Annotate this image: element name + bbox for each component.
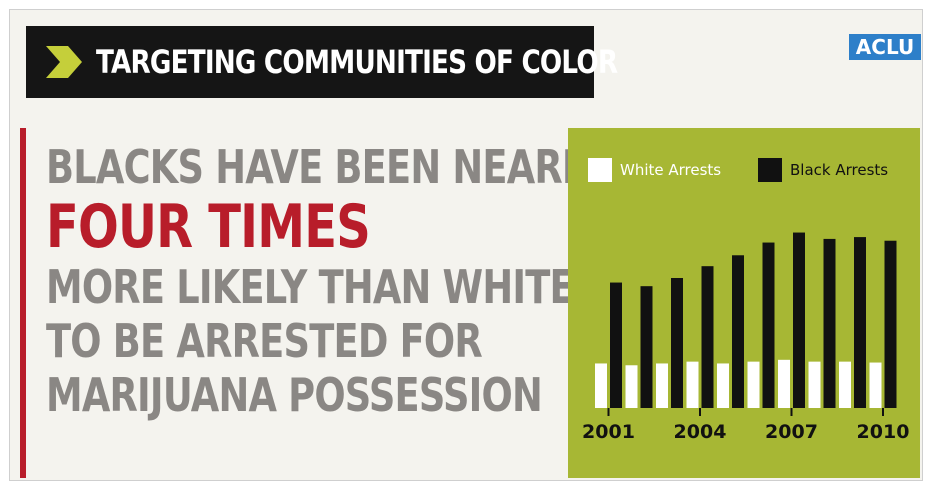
bar-white-2009 <box>839 361 851 408</box>
headline-line-4: TO BE ARRESTED FOR <box>46 314 483 368</box>
bar-white-2004 <box>686 361 699 408</box>
headline: BLACKS HAVE BEEN NEARLY FOUR TIMES MORE … <box>46 140 605 422</box>
bar-black-2003 <box>671 278 683 408</box>
x-tick-label-2007: 2007 <box>765 421 818 443</box>
headline-line-3: MORE LIKELY THAN WHITES <box>46 260 600 314</box>
bar-black-2010 <box>884 240 897 408</box>
bar-black-2002 <box>640 286 653 408</box>
bar-white-2006 <box>747 361 760 408</box>
x-tick-label-2001: 2001 <box>582 421 635 443</box>
bar-black-2004 <box>701 266 714 408</box>
headline-line-5: MARIJUANA POSSESSION <box>46 368 543 422</box>
banner-title: TARGETING COMMUNITIES OF COLOR <box>96 43 618 81</box>
x-tick-label-2004: 2004 <box>674 421 727 443</box>
bar-white-2001 <box>595 363 607 408</box>
bar-black-2007 <box>793 232 805 408</box>
bar-black-2001 <box>610 282 622 408</box>
bar-black-2005 <box>732 255 744 408</box>
headline-emphasis: FOUR TIMES <box>46 192 371 262</box>
bar-white-2002 <box>625 365 638 408</box>
arrest-chart: White Arrests Black Arrests 2001 2004 2007 20… <box>568 128 920 478</box>
legend-label-white: White Arrests <box>620 161 721 179</box>
accent-bar <box>20 128 26 478</box>
aclu-logo: ACLU <box>849 34 921 60</box>
legend-swatch-white <box>588 158 612 182</box>
title-banner: TARGETING COMMUNITIES OF COLOR <box>26 26 618 98</box>
infographic-frame: TARGETING COMMUNITIES OF COLOR ACLU BLAC… <box>9 9 923 481</box>
bar-white-2007 <box>778 359 790 408</box>
legend-label-black: Black Arrests <box>790 161 888 179</box>
bar-white-2003 <box>656 363 668 408</box>
bar-white-2010 <box>869 362 882 408</box>
bar-white-2005 <box>717 363 729 408</box>
bar-white-2008 <box>808 361 821 408</box>
bar-black-2009 <box>854 237 866 408</box>
bar-black-2008 <box>823 238 836 408</box>
legend-swatch-black <box>758 158 782 182</box>
chevron-right-icon <box>46 46 82 78</box>
headline-line-1: BLACKS HAVE BEEN NEARLY <box>46 140 605 194</box>
x-tick-label-2010: 2010 <box>857 421 910 443</box>
bar-chart: White Arrests Black Arrests 2001 2004 2007 20… <box>582 158 910 443</box>
bar-black-2006 <box>762 242 775 408</box>
